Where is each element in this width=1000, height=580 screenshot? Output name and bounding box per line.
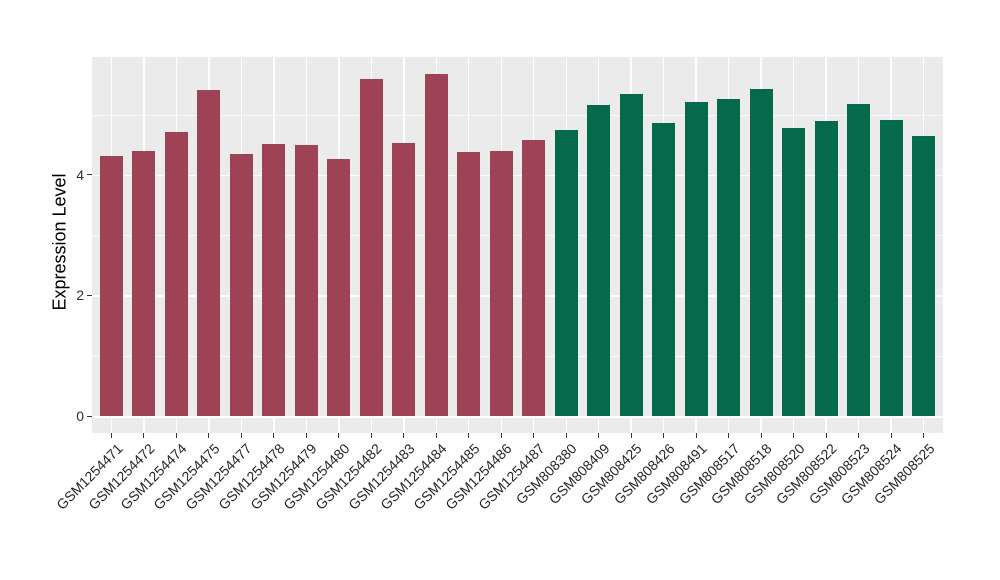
y-tick-label: 2 xyxy=(76,287,84,304)
x-tick-mark xyxy=(728,433,730,438)
x-tick-mark xyxy=(500,433,502,438)
gridline-major xyxy=(92,416,943,418)
x-tick-mark xyxy=(305,433,307,438)
bar-GSM808380 xyxy=(554,130,578,416)
bar-GSM1254479 xyxy=(294,145,318,416)
gridline-minor xyxy=(92,235,943,237)
bar-GSM808426 xyxy=(652,122,676,416)
y-tick-mark xyxy=(87,174,92,176)
bar-GSM1254487 xyxy=(522,139,546,416)
x-tick-mark xyxy=(663,433,665,438)
x-tick-mark xyxy=(630,433,632,438)
x-tick-mark xyxy=(435,433,437,438)
x-tick-mark xyxy=(208,433,210,438)
x-tick-mark xyxy=(240,433,242,438)
bar-GSM1254478 xyxy=(262,144,286,416)
bar-GSM808523 xyxy=(847,104,871,416)
x-tick-mark xyxy=(890,433,892,438)
y-tick-mark xyxy=(87,294,92,296)
bar-GSM808517 xyxy=(717,98,741,416)
gridline-minor xyxy=(92,355,943,357)
x-tick-mark xyxy=(858,433,860,438)
x-tick-mark xyxy=(468,433,470,438)
x-tick-mark xyxy=(175,433,177,438)
x-tick-mark xyxy=(338,433,340,438)
bar-GSM1254477 xyxy=(229,153,253,416)
bar-GSM808518 xyxy=(749,88,773,416)
x-tick-mark xyxy=(760,433,762,438)
bar-GSM1254486 xyxy=(489,150,513,416)
bar-GSM808525 xyxy=(912,136,935,416)
bar-GSM808522 xyxy=(814,121,838,416)
x-tick-mark xyxy=(533,433,535,438)
bar-GSM1254483 xyxy=(392,143,416,416)
y-tick-label: 4 xyxy=(76,166,84,183)
x-tick-mark xyxy=(565,433,567,438)
x-tick-mark xyxy=(598,433,600,438)
y-tick-mark xyxy=(87,415,92,417)
gridline-minor xyxy=(92,114,943,116)
y-tick-label: 0 xyxy=(76,408,84,424)
bar-GSM1254475 xyxy=(197,89,221,416)
x-tick-mark xyxy=(793,433,795,438)
x-tick-mark xyxy=(273,433,275,438)
x-tick-mark xyxy=(370,433,372,438)
bar-GSM808520 xyxy=(782,127,806,416)
bar-GSM1254480 xyxy=(327,159,351,416)
x-tick-mark xyxy=(403,433,405,438)
bar-GSM1254472 xyxy=(132,150,156,416)
bar-GSM1254484 xyxy=(424,74,448,416)
bar-GSM1254471 xyxy=(99,155,123,416)
x-tick-mark xyxy=(695,433,697,438)
x-tick-mark xyxy=(923,433,924,438)
bar-GSM1254474 xyxy=(164,131,188,416)
gridline-major xyxy=(92,295,943,297)
x-tick-mark xyxy=(143,433,145,438)
bar-GSM808491 xyxy=(684,102,708,416)
bar-GSM1254485 xyxy=(457,151,481,416)
x-tick-mark xyxy=(110,433,112,438)
bar-GSM808409 xyxy=(587,104,611,416)
plot-panel xyxy=(92,57,943,433)
bar-GSM808425 xyxy=(619,93,643,416)
bar-GSM808524 xyxy=(879,119,903,416)
bar-GSM1254482 xyxy=(359,78,383,416)
gridline-major xyxy=(92,174,943,177)
x-tick-mark xyxy=(825,433,827,438)
